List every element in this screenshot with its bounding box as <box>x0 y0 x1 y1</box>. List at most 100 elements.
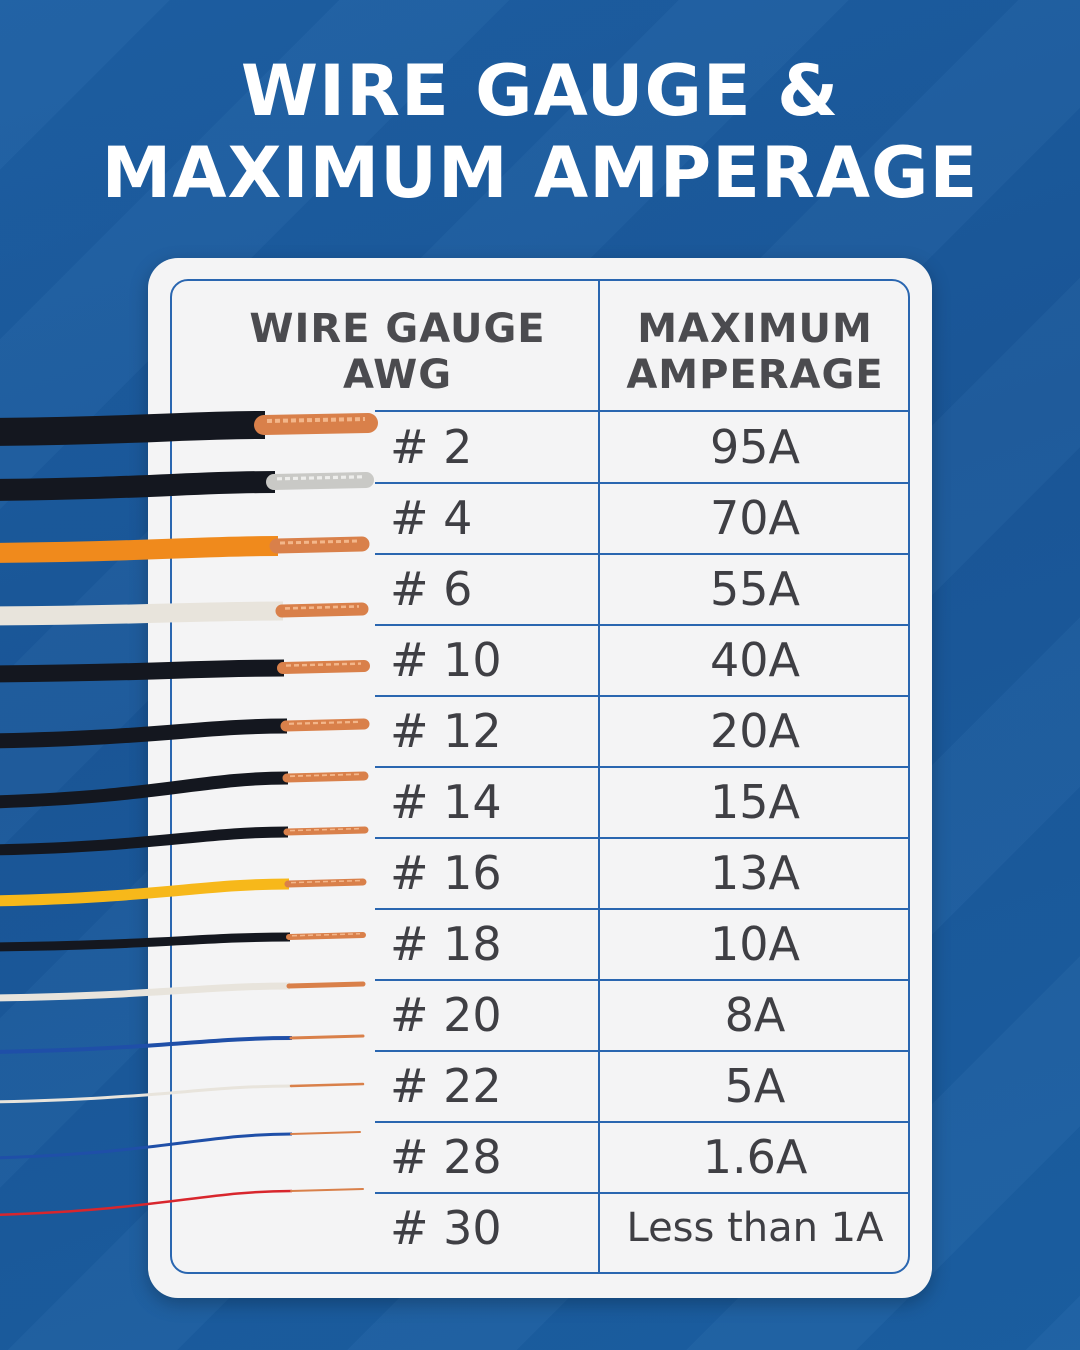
row-divider <box>375 1050 910 1052</box>
header-maximum-amperage: MAXIMUM AMPERAGE <box>600 306 910 398</box>
wire-sample-4 <box>0 601 369 626</box>
wire-sample-13 <box>0 1082 365 1104</box>
wire-sample-8 <box>0 826 369 856</box>
wire-strand-highlight <box>288 720 362 725</box>
wire-strand-highlight <box>266 417 366 423</box>
wire-insulation <box>0 1036 293 1054</box>
amperage-cell: 55A <box>709 562 800 616</box>
gauge-cell: # 2 <box>390 420 473 474</box>
wire-insulation <box>0 471 276 501</box>
wire-insulation <box>0 411 266 446</box>
wire-sample-6 <box>0 718 370 749</box>
column-divider <box>598 280 600 1273</box>
wire-sample-15 <box>0 1188 364 1216</box>
amperage-cell: 40A <box>709 633 800 687</box>
wire-insulation <box>0 932 291 952</box>
gauge-cell: # 6 <box>390 562 473 616</box>
wire-strand-highlight <box>291 933 361 937</box>
amperage-cell: 95A <box>709 420 800 474</box>
wire-sample-14 <box>0 1131 361 1160</box>
header-amperage-line-2: AMPERAGE <box>626 352 884 398</box>
amperage-cell: 20A <box>709 704 800 758</box>
row-divider <box>375 1121 910 1123</box>
title-line-2: MAXIMUM AMPERAGE <box>101 132 979 214</box>
wire-insulation <box>0 601 284 626</box>
wire-sample-11 <box>0 981 366 1002</box>
gauge-cell: # 22 <box>390 1059 502 1113</box>
wire-insulation <box>0 878 290 907</box>
wire-strand-highlight <box>290 879 361 884</box>
wire-sample-5 <box>0 659 370 683</box>
wire-conductor <box>286 981 366 989</box>
gauge-cell: # 14 <box>390 775 502 829</box>
wire-insulation <box>0 1189 293 1216</box>
wire-insulation <box>0 659 285 683</box>
row-divider <box>375 908 910 910</box>
wire-sample-3 <box>0 536 370 563</box>
gauge-cell: # 30 <box>390 1201 502 1255</box>
wire-conductor <box>277 660 370 674</box>
wire-insulation <box>0 826 289 856</box>
title-line-1: WIRE GAUGE & <box>240 50 840 132</box>
page-title: WIRE GAUGE & MAXIMUM AMPERAGE <box>0 50 1080 214</box>
wire-conductor <box>283 826 369 836</box>
row-divider <box>375 837 910 839</box>
wire-conductor <box>290 1131 361 1135</box>
gauge-cell: # 12 <box>390 704 502 758</box>
table-frame <box>170 279 910 1274</box>
wire-conductor <box>289 1034 365 1040</box>
header-wire-gauge: WIRE GAUGE AWG <box>195 306 600 398</box>
amperage-cell: 8A <box>724 988 786 1042</box>
row-divider <box>375 624 910 626</box>
wire-sample-7 <box>0 771 369 809</box>
wire-conductor <box>266 472 374 490</box>
amperage-cell: 70A <box>709 491 800 545</box>
row-divider <box>375 482 910 484</box>
wire-insulation <box>0 536 279 563</box>
wire-insulation <box>0 718 288 749</box>
row-divider <box>375 695 910 697</box>
wire-conductor <box>254 413 378 435</box>
wire-insulation <box>0 1084 293 1104</box>
header-divider <box>375 410 910 412</box>
wire-strand-highlight <box>279 539 360 545</box>
row-divider <box>375 979 910 981</box>
wire-conductor <box>290 1188 364 1192</box>
amperage-cell: 15A <box>709 775 800 829</box>
wire-sample-2 <box>0 471 374 501</box>
wire-insulation <box>0 982 291 1002</box>
wire-sample-9 <box>0 878 367 907</box>
gauge-cell: # 28 <box>390 1130 502 1184</box>
header-wire-gauge-line-1: WIRE GAUGE <box>249 306 546 352</box>
wire-strand-highlight <box>284 605 360 610</box>
amperage-cell: 1.6A <box>702 1130 808 1184</box>
wire-sample-10 <box>0 932 366 952</box>
wire-sample-12 <box>0 1034 365 1054</box>
wire-conductor <box>282 771 369 783</box>
gauge-cell: # 10 <box>390 633 502 687</box>
wire-strand-highlight <box>289 827 363 832</box>
wire-strand-highlight <box>285 662 362 667</box>
amperage-cell: 5A <box>724 1059 786 1113</box>
gauge-cell: # 20 <box>390 988 502 1042</box>
amperage-cell: Less than 1A <box>626 1205 884 1251</box>
wire-strand-highlight <box>276 475 364 481</box>
gauge-cell: # 4 <box>390 491 473 545</box>
row-divider <box>375 553 910 555</box>
wire-insulation <box>0 1132 293 1160</box>
wire-conductor <box>286 932 366 940</box>
wire-conductor <box>269 536 370 554</box>
header-amperage-line-1: MAXIMUM <box>637 306 873 352</box>
wire-conductor <box>280 718 370 732</box>
wire-conductor <box>284 878 367 888</box>
amperage-cell: 13A <box>709 846 800 900</box>
row-divider <box>375 1192 910 1194</box>
header-wire-gauge-line-2: AWG <box>342 352 453 398</box>
wire-conductor <box>289 1082 365 1088</box>
amperage-cell: 10A <box>709 917 800 971</box>
wire-sample-1 <box>0 411 378 446</box>
wire-conductor <box>275 602 369 618</box>
row-divider <box>375 766 910 768</box>
wire-insulation <box>0 771 289 809</box>
